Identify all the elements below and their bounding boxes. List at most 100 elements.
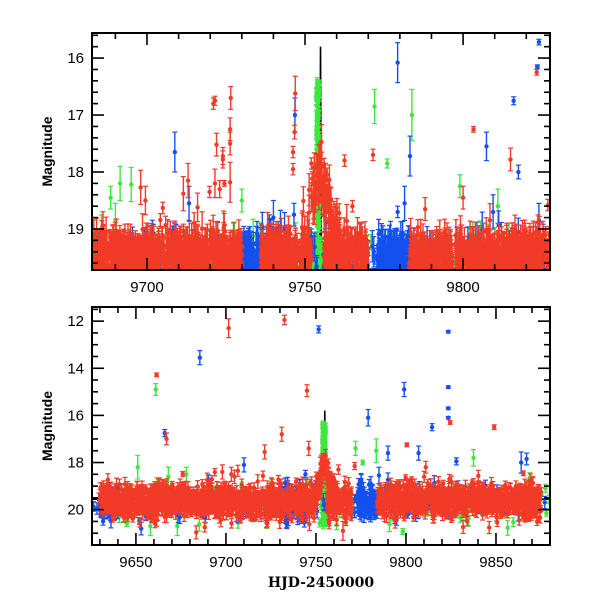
- outlier-point: [290, 145, 296, 159]
- data-point: [273, 272, 278, 285]
- data-point: [407, 267, 413, 270]
- data-point: [383, 268, 389, 270]
- outlier-point: [214, 132, 220, 157]
- outlier-point: [360, 459, 366, 466]
- y-tick-label: 19: [67, 221, 84, 238]
- outlier-point: [239, 188, 245, 213]
- data-point: [94, 291, 99, 303]
- data-point: [433, 272, 438, 292]
- outlier-point: [385, 445, 391, 461]
- outlier-point: [495, 188, 501, 224]
- data-point: [106, 277, 111, 294]
- outlier-point: [507, 147, 513, 172]
- outlier-point: [373, 438, 379, 464]
- data-point: [323, 278, 328, 295]
- y-tick-label: 18: [67, 164, 84, 181]
- data-point: [522, 271, 527, 285]
- outlier-point: [153, 382, 159, 396]
- outlier-point: [228, 85, 234, 110]
- outlier-point: [490, 194, 496, 230]
- data-point: [216, 269, 222, 270]
- data-point: [123, 274, 128, 289]
- data-point: [174, 273, 179, 288]
- data-point: [174, 274, 179, 304]
- outlier-point: [370, 148, 376, 162]
- data-point: [542, 268, 548, 270]
- outlier-point: [395, 205, 401, 219]
- outlier-point: [292, 75, 298, 112]
- outlier-point: [138, 169, 144, 206]
- data-point: [380, 269, 386, 270]
- data-point: [338, 269, 344, 270]
- data-point: [272, 269, 278, 270]
- data-point: [212, 468, 218, 477]
- data-point: [336, 268, 342, 270]
- outlier-point: [217, 179, 223, 199]
- data-point: [382, 268, 388, 270]
- data-point: [400, 528, 406, 536]
- outlier-point: [445, 415, 451, 420]
- outlier-point: [142, 185, 148, 216]
- data-point: [343, 518, 349, 527]
- outlier-point: [402, 185, 408, 222]
- outlier-point: [384, 158, 390, 169]
- outlier-point: [534, 64, 540, 69]
- data-point: [271, 277, 276, 295]
- plot-area: [92, 38, 550, 313]
- outlier-point: [515, 164, 521, 180]
- outlier-point: [227, 131, 233, 156]
- outlier-point: [342, 154, 348, 167]
- outlier-point: [395, 42, 401, 84]
- outlier-point: [185, 162, 191, 199]
- outlier-point: [128, 166, 134, 203]
- outlier-point: [227, 161, 233, 203]
- outlier-point: [483, 131, 489, 162]
- outlier-point: [445, 329, 451, 334]
- outlier-point: [290, 162, 296, 176]
- outlier-point: [316, 325, 322, 334]
- outlier-point: [453, 457, 459, 466]
- data-point: [339, 269, 345, 270]
- outlier-point: [241, 457, 247, 473]
- data-point: [103, 285, 108, 313]
- outlier-point: [117, 165, 123, 202]
- data-point: [193, 525, 199, 540]
- data-point: [420, 268, 426, 270]
- outlier-point: [172, 131, 178, 173]
- data-point: [257, 285, 262, 300]
- data-point: [427, 271, 432, 289]
- data-point: [171, 272, 176, 291]
- outlier-point: [221, 179, 227, 187]
- data-point: [168, 267, 174, 270]
- outlier-point: [471, 125, 477, 133]
- data-point: [276, 271, 281, 290]
- x-tick-label: 9800: [446, 279, 479, 296]
- outlier-point: [197, 349, 203, 366]
- data-point: [235, 464, 241, 477]
- outlier-point: [135, 454, 141, 480]
- y-tick-label: 17: [67, 107, 84, 124]
- outlier-point: [108, 185, 114, 210]
- data-point: [394, 275, 399, 287]
- outlier-point: [353, 440, 359, 457]
- data-point: [491, 279, 496, 297]
- data-point: [226, 273, 231, 291]
- outlier-point: [376, 466, 382, 485]
- data-point: [502, 267, 508, 270]
- y-tick-label: 16: [67, 50, 84, 67]
- data-point: [399, 272, 404, 291]
- data-point: [226, 268, 232, 270]
- outlier-point: [292, 124, 298, 140]
- data-point: [267, 279, 272, 308]
- data-point: [321, 427, 327, 433]
- data-point: [511, 269, 517, 270]
- data-point: [547, 269, 550, 270]
- data-point: [269, 276, 274, 304]
- data-point: [261, 266, 267, 270]
- x-tick-label: 9750: [288, 279, 321, 296]
- data-point: [157, 213, 163, 227]
- data-point: [202, 521, 208, 533]
- outlier-point: [180, 175, 186, 212]
- data-point: [195, 271, 200, 293]
- outlier-point: [524, 452, 530, 466]
